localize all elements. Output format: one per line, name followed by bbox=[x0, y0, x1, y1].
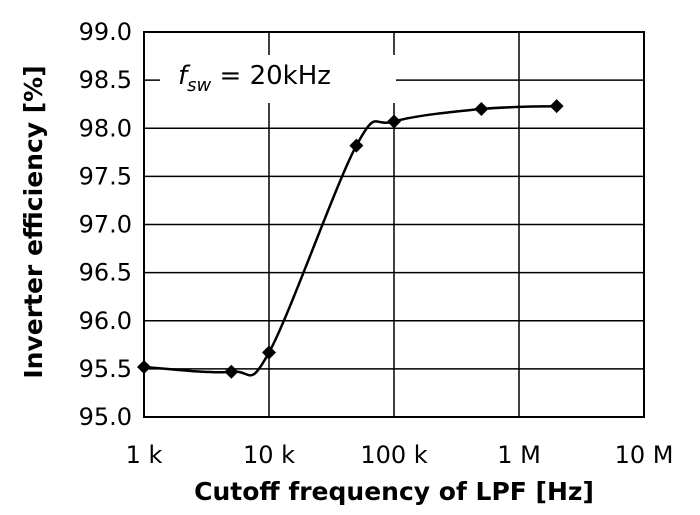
y-tick-label: 95.5 bbox=[79, 355, 132, 383]
y-tick-label: 98.0 bbox=[79, 114, 132, 142]
y-tick-label: 99.0 bbox=[79, 18, 132, 46]
x-tick-label: 1 k bbox=[126, 441, 163, 469]
data-point-marker bbox=[474, 102, 489, 116]
annotation-fsw: fsw = 20kHz bbox=[178, 61, 331, 96]
x-axis-title: Cutoff frequency of LPF [Hz] bbox=[194, 477, 594, 506]
y-tick-label: 97.0 bbox=[79, 211, 132, 239]
x-tick-label: 1 M bbox=[497, 441, 541, 469]
series-markers bbox=[137, 99, 564, 379]
y-tick-label: 95.0 bbox=[79, 403, 132, 431]
data-point-marker bbox=[262, 345, 276, 360]
data-point-marker bbox=[224, 364, 239, 379]
x-tick-labels: 1 k 10 k 100 k 1 M 10 M bbox=[126, 441, 674, 469]
x-tick-label: 10 k bbox=[243, 441, 295, 469]
y-tick-label: 96.0 bbox=[79, 307, 132, 335]
x-tick-label: 10 M bbox=[615, 441, 674, 469]
y-tick-labels: 95.0 95.5 96.0 96.5 97.0 97.5 98.0 98.5 99.0 bbox=[79, 18, 132, 431]
data-point-marker bbox=[549, 99, 564, 114]
data-point-marker bbox=[387, 114, 401, 129]
annotation-background bbox=[160, 55, 396, 103]
data-point-marker bbox=[349, 138, 364, 153]
x-tick-label: 100 k bbox=[360, 441, 427, 469]
y-tick-label: 97.5 bbox=[79, 162, 132, 190]
plot-frame bbox=[143, 31, 645, 418]
y-tick-label: 96.5 bbox=[79, 259, 132, 287]
y-axis-title: Inverter efficiency [%] bbox=[19, 65, 48, 378]
y-tick-label: 98.5 bbox=[79, 66, 132, 94]
